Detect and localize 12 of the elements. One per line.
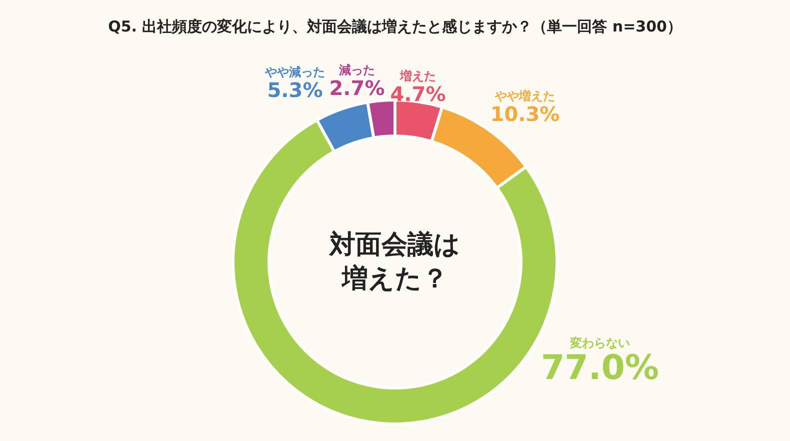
text: 対面会議は増えた？	[328, 230, 460, 294]
slice-label: やや減った	[264, 65, 325, 79]
slice-label: 減った	[338, 63, 375, 77]
data-label: 5.3%	[267, 78, 323, 102]
chart-title: Q5. 出社頻度の変化により、対面会議は増えたと感じますか？（単一回答 n=300）	[108, 18, 682, 36]
data-label: 77.0%	[541, 348, 659, 388]
slice-label: 変わらない	[569, 336, 630, 350]
slice-label: やや増えた	[494, 89, 555, 103]
slice-label: 増えた	[399, 69, 436, 83]
data-label: 10.3%	[490, 102, 560, 126]
data-label: 4.7%	[390, 82, 446, 106]
data-label: 2.7%	[329, 76, 385, 100]
